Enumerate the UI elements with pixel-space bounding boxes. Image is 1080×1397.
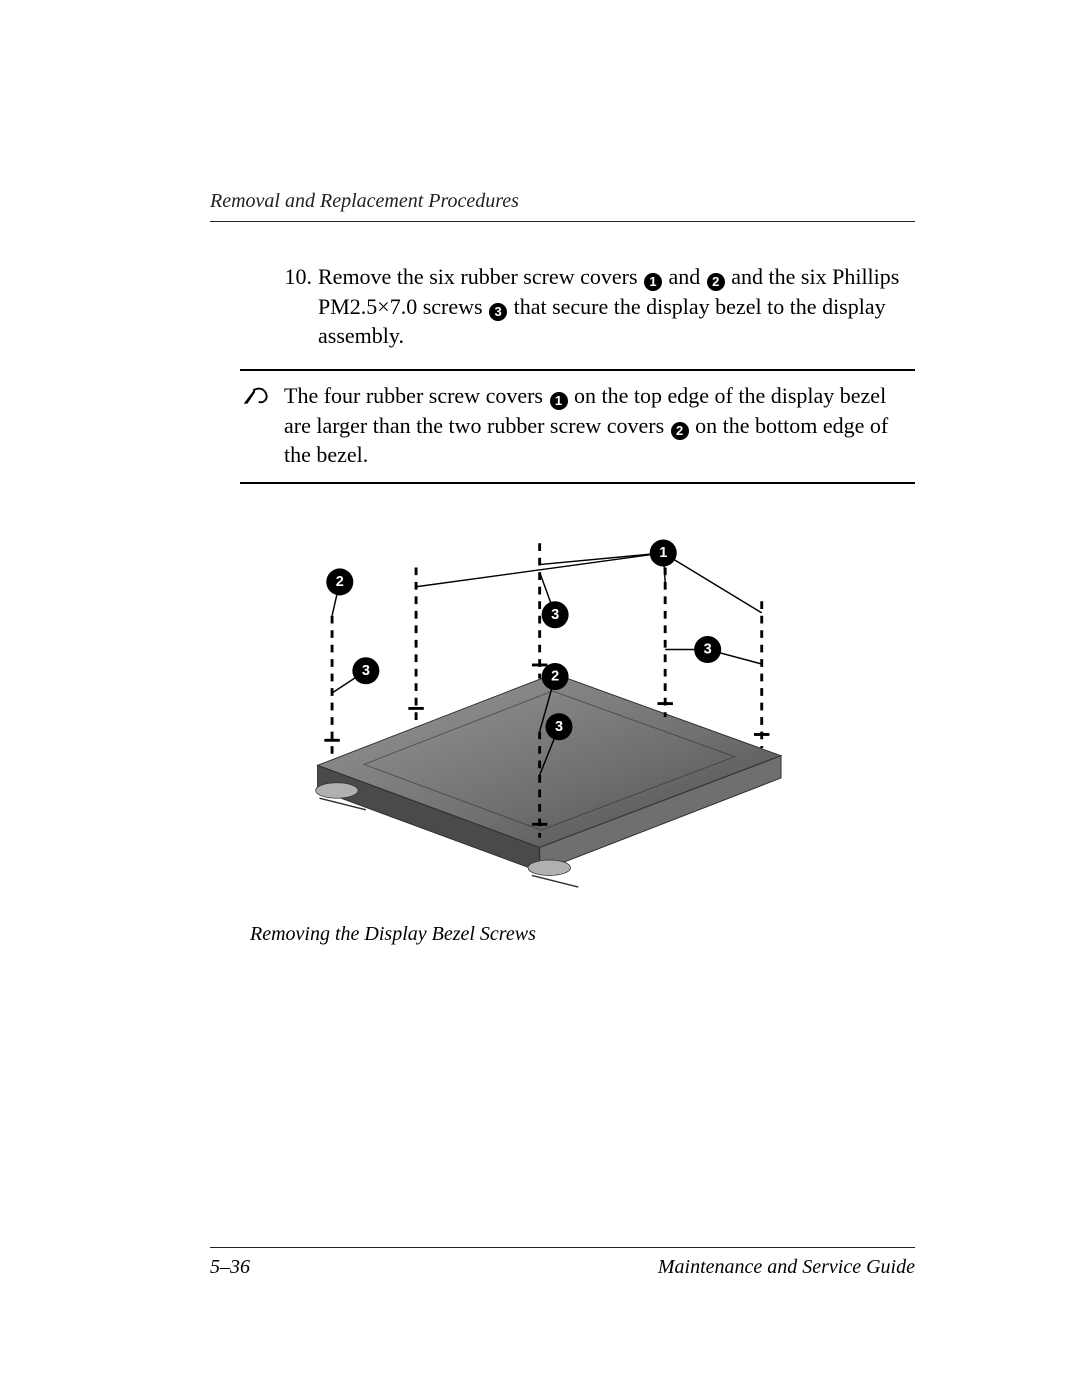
callout-1-icon: 1	[550, 392, 568, 410]
page-number: 5–36	[210, 1256, 250, 1279]
display-bezel-diagram: 1 2 3 3 2 3 3	[250, 524, 810, 901]
step-text: Remove the six rubber screw covers 1 and…	[318, 262, 915, 351]
step-10: 10. Remove the six rubber screw covers 1…	[280, 262, 915, 351]
callout-2-icon: 2	[671, 422, 689, 440]
callout-1-icon: 1	[644, 273, 662, 291]
svg-text:2: 2	[551, 669, 559, 685]
svg-text:3: 3	[555, 719, 563, 735]
note-icon	[240, 381, 272, 470]
note-text: The four rubber screw covers 1 on the to…	[284, 381, 915, 470]
figure-caption: Removing the Display Bezel Screws	[250, 923, 915, 946]
figure: 1 2 3 3 2 3 3	[250, 524, 810, 901]
svg-text:3: 3	[704, 642, 712, 658]
section-header: Removal and Replacement Procedures	[210, 190, 915, 222]
book-title: Maintenance and Service Guide	[658, 1256, 915, 1279]
page-footer: 5–36 Maintenance and Service Guide	[210, 1247, 915, 1279]
svg-text:3: 3	[362, 663, 370, 679]
svg-text:2: 2	[336, 574, 344, 590]
svg-text:1: 1	[659, 545, 667, 561]
document-page: Removal and Replacement Procedures 10. R…	[0, 0, 1080, 1397]
note-block: The four rubber screw covers 1 on the to…	[240, 369, 915, 484]
callout-2-icon: 2	[707, 273, 725, 291]
callout-3-icon: 3	[489, 303, 507, 321]
svg-text:3: 3	[551, 607, 559, 623]
step-number: 10.	[280, 262, 318, 292]
